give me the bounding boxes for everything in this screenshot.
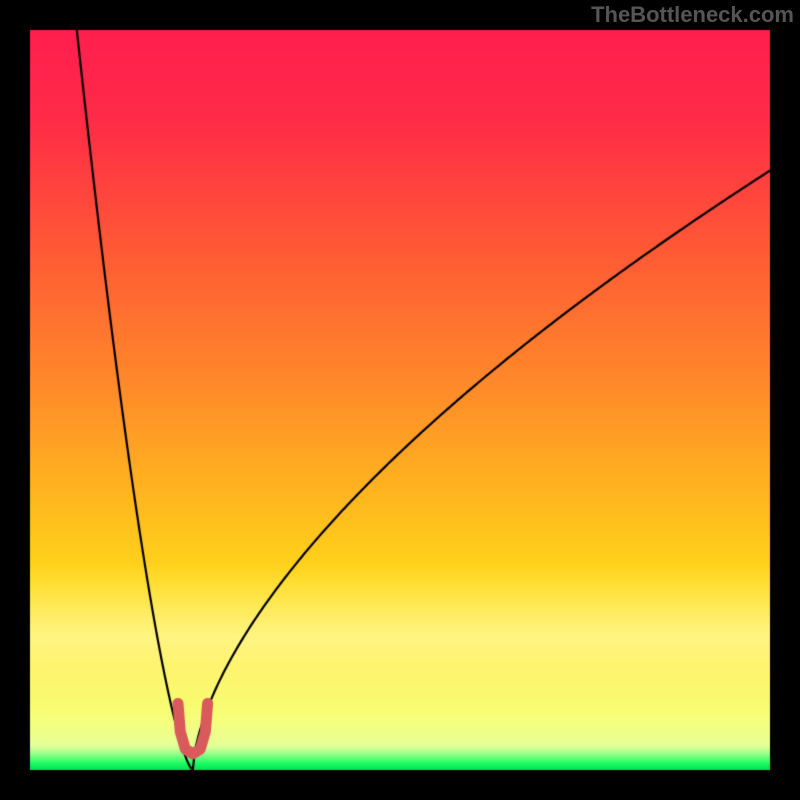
bottleneck-curve-chart bbox=[0, 0, 800, 800]
chart-container: TheBottleneck.com bbox=[0, 0, 800, 800]
